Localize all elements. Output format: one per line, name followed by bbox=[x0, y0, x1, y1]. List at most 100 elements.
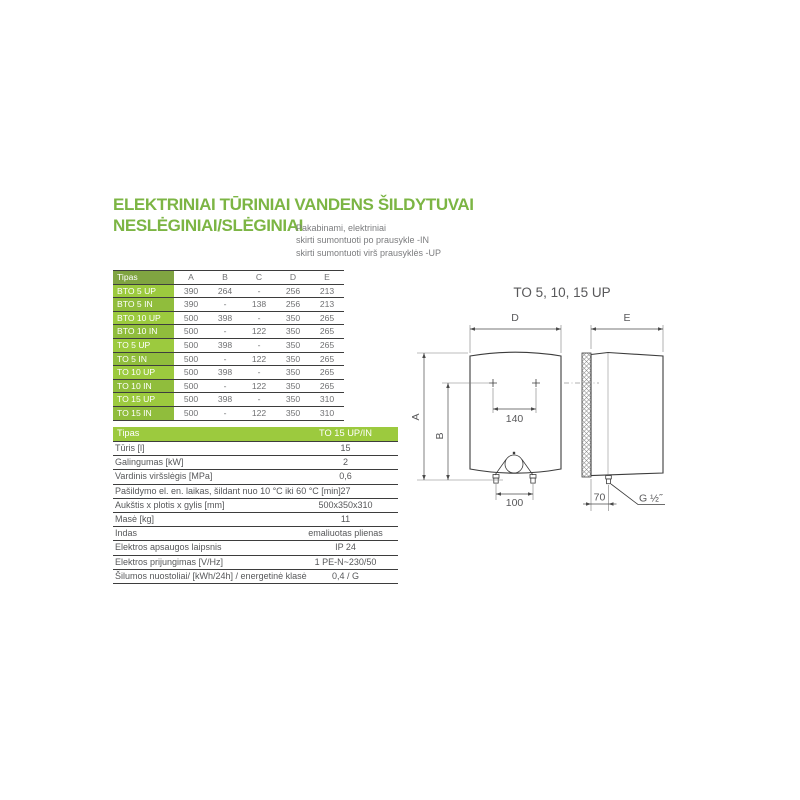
spec-label-cell: Tūris [l] bbox=[113, 440, 293, 457]
dimension-value-cell: 256 bbox=[276, 283, 310, 299]
dimensions-header-b: B bbox=[208, 270, 242, 285]
row-type-cell: BTO 5 UP bbox=[113, 283, 174, 299]
dim-d-label: D bbox=[511, 312, 519, 324]
spec-value-cell: 2 bbox=[293, 455, 398, 471]
dimension-value-cell: 390 bbox=[174, 283, 208, 299]
dim-b-label: B bbox=[434, 432, 446, 439]
spec-label-cell: Šilumos nuostoliai/ [kWh/24h] / energeti… bbox=[113, 569, 307, 584]
dimension-value-cell: 350 bbox=[276, 337, 310, 353]
row-type-cell: TO 5 UP bbox=[113, 337, 174, 353]
specs-table-row: Vardinis viršslėgis [MPa] 0,6 bbox=[113, 469, 398, 485]
specs-table-row: Masė [kg] 11 bbox=[113, 512, 398, 528]
dimensions-table-row: BTO 5 UP 390 264-256 213 bbox=[113, 283, 344, 299]
spec-value-cell: 27 bbox=[293, 484, 398, 499]
dimension-value-cell: 265 bbox=[310, 365, 344, 380]
subtitle-line: Pakabinami, elektriniai bbox=[296, 223, 387, 233]
dimension-value-cell: 265 bbox=[310, 310, 344, 326]
vent-mark-icon bbox=[512, 451, 516, 455]
specs-header-label: Tipas bbox=[113, 427, 293, 442]
page-title-line1: ELEKTRINIAI TŪRINIAI VANDENS ŠILDYTUVAI bbox=[113, 195, 474, 214]
dim-a-label: A bbox=[410, 413, 422, 420]
specs-header-value: TO 15 UP/IN bbox=[293, 427, 398, 442]
dimension-value-cell: - bbox=[242, 337, 276, 353]
side-body-outline bbox=[590, 351, 664, 477]
dimension-value-cell: - bbox=[208, 297, 242, 312]
dimensions-table-row: TO 10 IN 500-122 350 265 bbox=[113, 378, 344, 394]
dim-70-label: 70 bbox=[594, 492, 606, 504]
spec-label-cell: Vardinis viršslėgis [MPa] bbox=[113, 469, 293, 485]
dimension-value-cell: 500 bbox=[174, 378, 208, 394]
drawing-title: TO 5, 10, 15 UP bbox=[513, 285, 611, 300]
spec-value-cell: 1 PE-N~230/50 bbox=[293, 555, 398, 570]
specs-header-row: Tipas TO 15 UP/IN bbox=[113, 427, 398, 442]
dimension-value-cell: 398 bbox=[208, 337, 242, 353]
wall-hatch bbox=[581, 352, 592, 478]
dim-100-label: 100 bbox=[506, 497, 524, 509]
dimensions-table-head: Tipas A B C D E bbox=[113, 270, 344, 285]
specs-table: Tipas TO 15 UP/IN Tūris [l] 15 Galingumas … bbox=[113, 427, 398, 584]
mounting-cross-icon bbox=[489, 379, 540, 387]
spec-value-cell: 15 bbox=[293, 440, 398, 457]
dim-70-extension bbox=[590, 479, 609, 511]
dim-140-label: 140 bbox=[506, 413, 524, 425]
dimensions-table-row: TO 15 IN 500-122 350 310 bbox=[113, 405, 344, 421]
dimensions-header-e: E bbox=[310, 270, 344, 285]
dimension-value-cell: - bbox=[208, 351, 242, 367]
specs-table-body: Tipas TO 15 UP/IN Tūris [l] 15 Galingumas … bbox=[113, 427, 398, 584]
spec-value-cell: IP 24 bbox=[293, 540, 398, 556]
dimension-value-cell: - bbox=[242, 365, 276, 380]
dimension-value-cell: - bbox=[208, 324, 242, 339]
thread-label: G ½˝ bbox=[639, 493, 664, 505]
row-type-cell: BTO 5 IN bbox=[113, 297, 174, 312]
dimension-value-cell: 350 bbox=[276, 392, 310, 407]
pipe-fitting-right bbox=[529, 474, 537, 484]
dimension-value-cell: 310 bbox=[310, 392, 344, 407]
dimension-value-cell: - bbox=[208, 378, 242, 394]
dimension-value-cell: 500 bbox=[174, 405, 208, 421]
dimension-value-cell: 213 bbox=[310, 297, 344, 312]
specs-table-row: Aukštis x plotis x gylis [mm] 500x350x310 bbox=[113, 498, 398, 513]
dimension-value-cell: 265 bbox=[310, 351, 344, 367]
page-title-line2: NESLĖGINIAI/SLĖGINIAI bbox=[113, 216, 303, 235]
dimension-value-cell: 138 bbox=[242, 297, 276, 312]
specs-table-row: Šilumos nuostoliai/ [kWh/24h] / energeti… bbox=[113, 569, 398, 584]
dimension-value-cell: - bbox=[242, 392, 276, 407]
dimensions-table-row: TO 5 IN 500-122 350 265 bbox=[113, 351, 344, 367]
dimension-value-cell: 500 bbox=[174, 351, 208, 367]
dim-100-extension bbox=[495, 484, 534, 500]
dimension-value-cell: 122 bbox=[242, 351, 276, 367]
specs-table-row: Tūris [l] 15 bbox=[113, 440, 398, 457]
row-type-cell: TO 5 IN bbox=[113, 351, 174, 367]
valve-circle bbox=[504, 454, 524, 474]
dimension-value-cell: 398 bbox=[208, 365, 242, 380]
dimension-value-cell: 213 bbox=[310, 283, 344, 299]
row-type-cell: TO 15 IN bbox=[113, 405, 174, 421]
dimension-value-cell: 264 bbox=[208, 283, 242, 299]
dimension-value-cell: 350 bbox=[276, 351, 310, 367]
spec-label-cell: Indas bbox=[113, 526, 293, 542]
dimension-value-cell: 350 bbox=[276, 310, 310, 326]
spec-label-cell: Galingumas [kW] bbox=[113, 455, 293, 471]
specs-table-row: Pašildymo el. en. laikas, šildant nuo 10… bbox=[113, 484, 398, 499]
dimensions-table-body: BTO 5 UP 390 264-256 213 BTO 5 IN 390-138 256 2… bbox=[113, 283, 344, 421]
spec-label-cell: Masė [kg] bbox=[113, 512, 293, 528]
dimension-value-cell: 500 bbox=[174, 337, 208, 353]
dimensions-table-row: BTO 10 UP 500 398-350 265 bbox=[113, 310, 344, 326]
dimension-value-cell: 310 bbox=[310, 405, 344, 421]
dimensions-header-d: D bbox=[276, 270, 310, 285]
valve-bracket bbox=[494, 459, 534, 476]
dimension-value-cell: 122 bbox=[242, 324, 276, 339]
spec-value-cell: 11 bbox=[293, 512, 398, 528]
dimension-value-cell: 265 bbox=[310, 378, 344, 394]
spec-label-cell: Elektros prijungimas [V/Hz] bbox=[113, 555, 293, 570]
dimension-value-cell: 265 bbox=[310, 337, 344, 353]
dimension-value-cell: 350 bbox=[276, 405, 310, 421]
page-subtitle: Pakabinami, elektriniai skirti sumontuot… bbox=[296, 222, 441, 259]
dimension-value-cell: 256 bbox=[276, 297, 310, 312]
dimension-value-cell: 390 bbox=[174, 297, 208, 312]
row-type-cell: BTO 10 IN bbox=[113, 324, 174, 339]
technical-drawing: D A B 140 100 E bbox=[410, 312, 665, 511]
dimension-value-cell: 265 bbox=[310, 324, 344, 339]
spec-label-cell: Aukštis x plotis x gylis [mm] bbox=[113, 498, 293, 513]
dimensions-table-row: BTO 5 IN 390-138 256 213 bbox=[113, 297, 344, 312]
